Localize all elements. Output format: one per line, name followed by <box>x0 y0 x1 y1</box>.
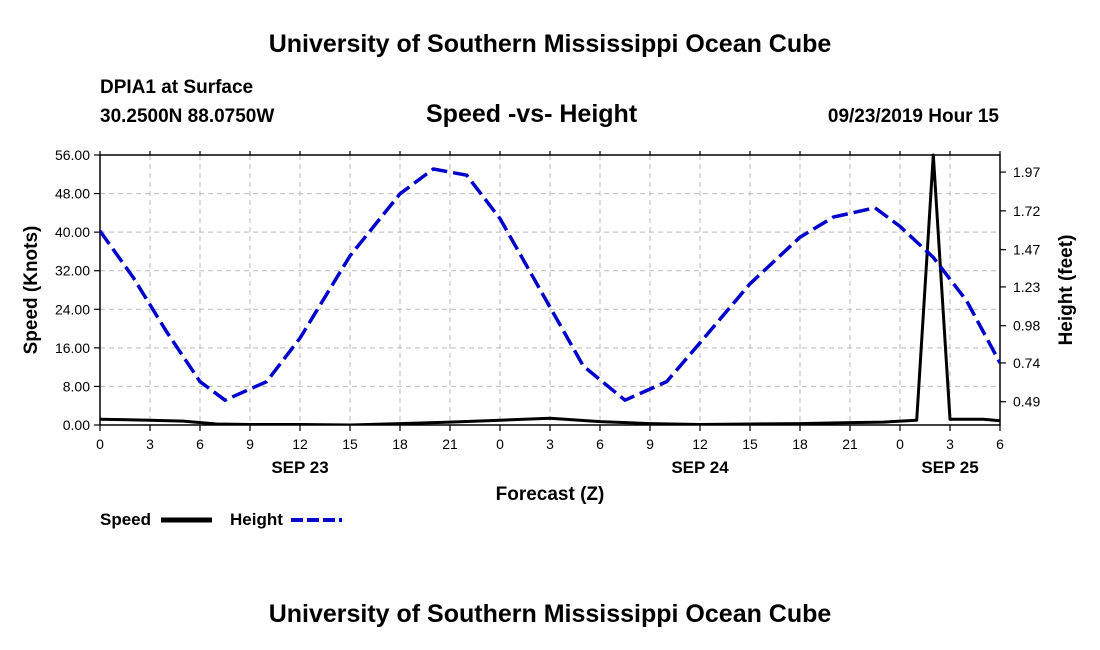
x-tick-label: 6 <box>996 436 1004 452</box>
x-tick-label: 0 <box>96 436 104 452</box>
y-tick-label: 48.00 <box>55 186 90 202</box>
location-label: 30.2500N 88.0750W <box>100 106 275 127</box>
height-series-line <box>100 167 1000 402</box>
speed-series-line <box>100 153 1000 425</box>
x-tick-label: 6 <box>196 436 204 452</box>
station-label: DPIA1 at Surface <box>100 77 254 98</box>
y-axis-label: Speed (Knots) <box>21 226 42 355</box>
legend: Speed Height <box>100 510 342 529</box>
chart-title-top: University of Southern Mississippi Ocean… <box>268 30 832 58</box>
x-tick-label: 12 <box>692 436 708 452</box>
x-tick-label: 15 <box>342 436 358 452</box>
legend-height-label: Height <box>230 510 283 529</box>
y-tick-label: 8.00 <box>63 378 90 394</box>
y2-tick-label: 1.97 <box>1013 164 1040 180</box>
x-tick-label: 12 <box>292 436 308 452</box>
date-label: SEP 24 <box>671 458 729 477</box>
y-tick-label: 32.00 <box>55 263 90 279</box>
y2-axis-label: Height (feet) <box>1056 235 1077 346</box>
y2-tick-label: 0.74 <box>1013 355 1040 371</box>
y2-tick-label: 1.23 <box>1013 279 1040 295</box>
y-tick-label: 0.00 <box>63 417 90 433</box>
ticks-layer: 0 3 6 9 12 15 18 21 0 3 6 9 12 15 18 21 0 3 6 SEP 23 SEP 24 S… <box>55 147 1041 477</box>
y2-tick-label: 0.98 <box>1013 318 1040 334</box>
y2-tick-label: 1.47 <box>1013 242 1040 258</box>
plot-title: Speed -vs- Height <box>426 100 638 128</box>
x-tick-label: 21 <box>842 436 858 452</box>
x-axis-label: Forecast (Z) <box>496 484 605 505</box>
x-tick-label: 3 <box>546 436 554 452</box>
x-tick-label: 9 <box>646 436 654 452</box>
chart-title-bottom: University of Southern Mississippi Ocean… <box>268 600 832 628</box>
datetime-label: 09/23/2019 Hour 15 <box>827 106 999 127</box>
x-tick-label: 9 <box>246 436 254 452</box>
legend-speed-label: Speed <box>100 510 151 529</box>
x-tick-label: 18 <box>792 436 808 452</box>
series-layer <box>100 153 1000 425</box>
y-tick-label: 24.00 <box>55 301 90 317</box>
y-tick-label: 56.00 <box>55 147 90 163</box>
x-tick-label: 3 <box>946 436 954 452</box>
date-label: SEP 23 <box>271 458 328 477</box>
grid-layer <box>100 155 1000 425</box>
x-tick-label: 3 <box>146 436 154 452</box>
x-tick-label: 15 <box>742 436 758 452</box>
y2-tick-label: 0.49 <box>1013 394 1040 410</box>
x-tick-label: 18 <box>392 436 408 452</box>
y2-tick-label: 1.72 <box>1013 203 1040 219</box>
x-tick-label: 0 <box>496 436 504 452</box>
date-label: SEP 25 <box>921 458 978 477</box>
x-tick-label: 0 <box>896 436 904 452</box>
x-tick-label: 21 <box>442 436 458 452</box>
y-tick-label: 40.00 <box>55 224 90 240</box>
y-tick-label: 16.00 <box>55 340 90 356</box>
x-tick-label: 6 <box>596 436 604 452</box>
